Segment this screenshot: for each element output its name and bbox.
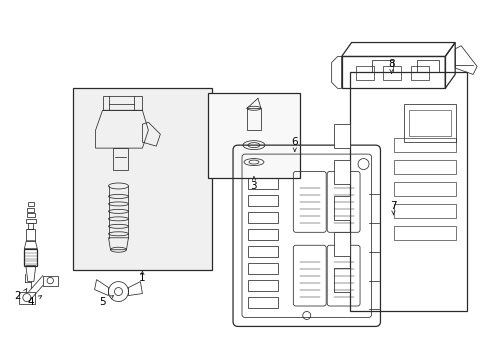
Bar — [247, 178, 277, 189]
Bar — [102, 96, 142, 110]
Bar — [394, 160, 455, 174]
Text: 7: 7 — [389, 201, 396, 211]
Bar — [371, 60, 393, 72]
Bar — [408, 110, 450, 136]
Bar — [394, 138, 455, 152]
Text: 3: 3 — [250, 181, 257, 191]
Bar — [26, 219, 36, 223]
Bar — [73, 88, 212, 270]
Bar — [333, 196, 349, 220]
Bar — [394, 204, 455, 218]
Bar — [333, 268, 349, 292]
Bar — [247, 297, 277, 307]
Bar — [394, 182, 455, 196]
Text: 8: 8 — [387, 59, 394, 69]
Bar — [410, 67, 428, 80]
Bar — [28, 223, 33, 229]
Text: 1: 1 — [139, 273, 145, 283]
Bar — [247, 212, 277, 223]
Bar — [394, 226, 455, 240]
Text: 6: 6 — [291, 137, 298, 147]
Bar — [341, 57, 444, 88]
Bar — [247, 195, 277, 206]
Text: 4: 4 — [27, 297, 34, 306]
Bar — [24, 249, 37, 266]
Bar — [19, 292, 35, 303]
Bar — [333, 160, 349, 184]
Bar — [208, 93, 299, 178]
Bar — [247, 229, 277, 240]
Bar — [383, 67, 401, 80]
Bar — [333, 124, 349, 148]
Bar — [27, 208, 34, 212]
Bar — [333, 232, 349, 256]
Bar — [404, 104, 455, 142]
Bar — [247, 280, 277, 291]
Bar — [247, 263, 277, 274]
Bar — [42, 276, 58, 285]
Bar — [26, 229, 35, 241]
Bar — [112, 148, 128, 170]
Bar — [26, 213, 35, 217]
Bar — [28, 202, 34, 206]
Bar — [247, 246, 277, 257]
Bar — [355, 67, 373, 80]
Text: 2: 2 — [15, 291, 21, 301]
Bar — [349, 72, 466, 311]
Bar — [246, 108, 261, 130]
Text: 5: 5 — [99, 297, 105, 306]
Bar — [416, 60, 438, 72]
